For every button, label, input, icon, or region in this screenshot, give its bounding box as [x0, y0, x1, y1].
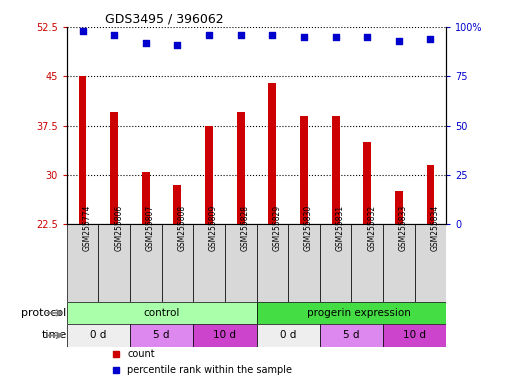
- Bar: [130, 224, 162, 302]
- Point: [331, 34, 340, 40]
- Text: progerin expression: progerin expression: [307, 308, 411, 318]
- Bar: [331, 116, 340, 224]
- Bar: [205, 126, 213, 224]
- Text: protocol: protocol: [22, 308, 67, 318]
- Bar: [225, 224, 256, 302]
- Bar: [130, 324, 193, 347]
- Bar: [300, 116, 308, 224]
- Text: GSM255828: GSM255828: [241, 205, 250, 251]
- Text: GSM255832: GSM255832: [367, 205, 376, 251]
- Text: GSM255833: GSM255833: [399, 205, 408, 251]
- Bar: [426, 165, 435, 224]
- Point: [394, 38, 403, 44]
- Point: [300, 34, 308, 40]
- Text: 0 d: 0 d: [90, 331, 107, 341]
- Text: percentile rank within the sample: percentile rank within the sample: [127, 366, 292, 376]
- Bar: [395, 191, 403, 224]
- Point: [426, 36, 435, 42]
- Point: [110, 32, 118, 38]
- Bar: [320, 224, 351, 302]
- Bar: [98, 224, 130, 302]
- Bar: [110, 113, 118, 224]
- Text: GSM255834: GSM255834: [430, 205, 440, 251]
- Point: [173, 41, 182, 48]
- Text: GSM255830: GSM255830: [304, 205, 313, 251]
- Bar: [256, 324, 320, 347]
- Point: [142, 40, 150, 46]
- Text: time: time: [42, 331, 67, 341]
- Bar: [351, 224, 383, 302]
- Bar: [173, 185, 182, 224]
- Point: [78, 28, 87, 34]
- Bar: [236, 113, 245, 224]
- Text: count: count: [127, 349, 155, 359]
- Text: 10 d: 10 d: [403, 331, 426, 341]
- Bar: [67, 302, 256, 324]
- Text: GSM255774: GSM255774: [83, 205, 91, 251]
- Text: GSM255809: GSM255809: [209, 205, 218, 251]
- Bar: [162, 224, 193, 302]
- Text: GSM255806: GSM255806: [114, 205, 123, 251]
- Bar: [415, 224, 446, 302]
- Bar: [256, 224, 288, 302]
- Point: [236, 32, 245, 38]
- Bar: [67, 324, 130, 347]
- Bar: [363, 142, 371, 224]
- Text: 5 d: 5 d: [153, 331, 170, 341]
- Bar: [383, 224, 415, 302]
- Bar: [142, 172, 150, 224]
- Point: [205, 32, 213, 38]
- Point: [268, 32, 277, 38]
- Bar: [288, 224, 320, 302]
- Bar: [78, 76, 87, 224]
- Text: GSM255829: GSM255829: [272, 205, 281, 251]
- Bar: [268, 83, 277, 224]
- Point: [363, 34, 371, 40]
- Text: GSM255807: GSM255807: [146, 205, 155, 251]
- Bar: [320, 324, 383, 347]
- Text: GDS3495 / 396062: GDS3495 / 396062: [105, 13, 223, 26]
- Bar: [193, 324, 256, 347]
- Bar: [67, 224, 98, 302]
- Text: control: control: [144, 308, 180, 318]
- Bar: [193, 224, 225, 302]
- Text: 5 d: 5 d: [343, 331, 360, 341]
- Bar: [256, 302, 446, 324]
- Bar: [383, 324, 446, 347]
- Text: 0 d: 0 d: [280, 331, 297, 341]
- Text: GSM255808: GSM255808: [177, 205, 186, 251]
- Text: 10 d: 10 d: [213, 331, 236, 341]
- Text: GSM255831: GSM255831: [336, 205, 345, 251]
